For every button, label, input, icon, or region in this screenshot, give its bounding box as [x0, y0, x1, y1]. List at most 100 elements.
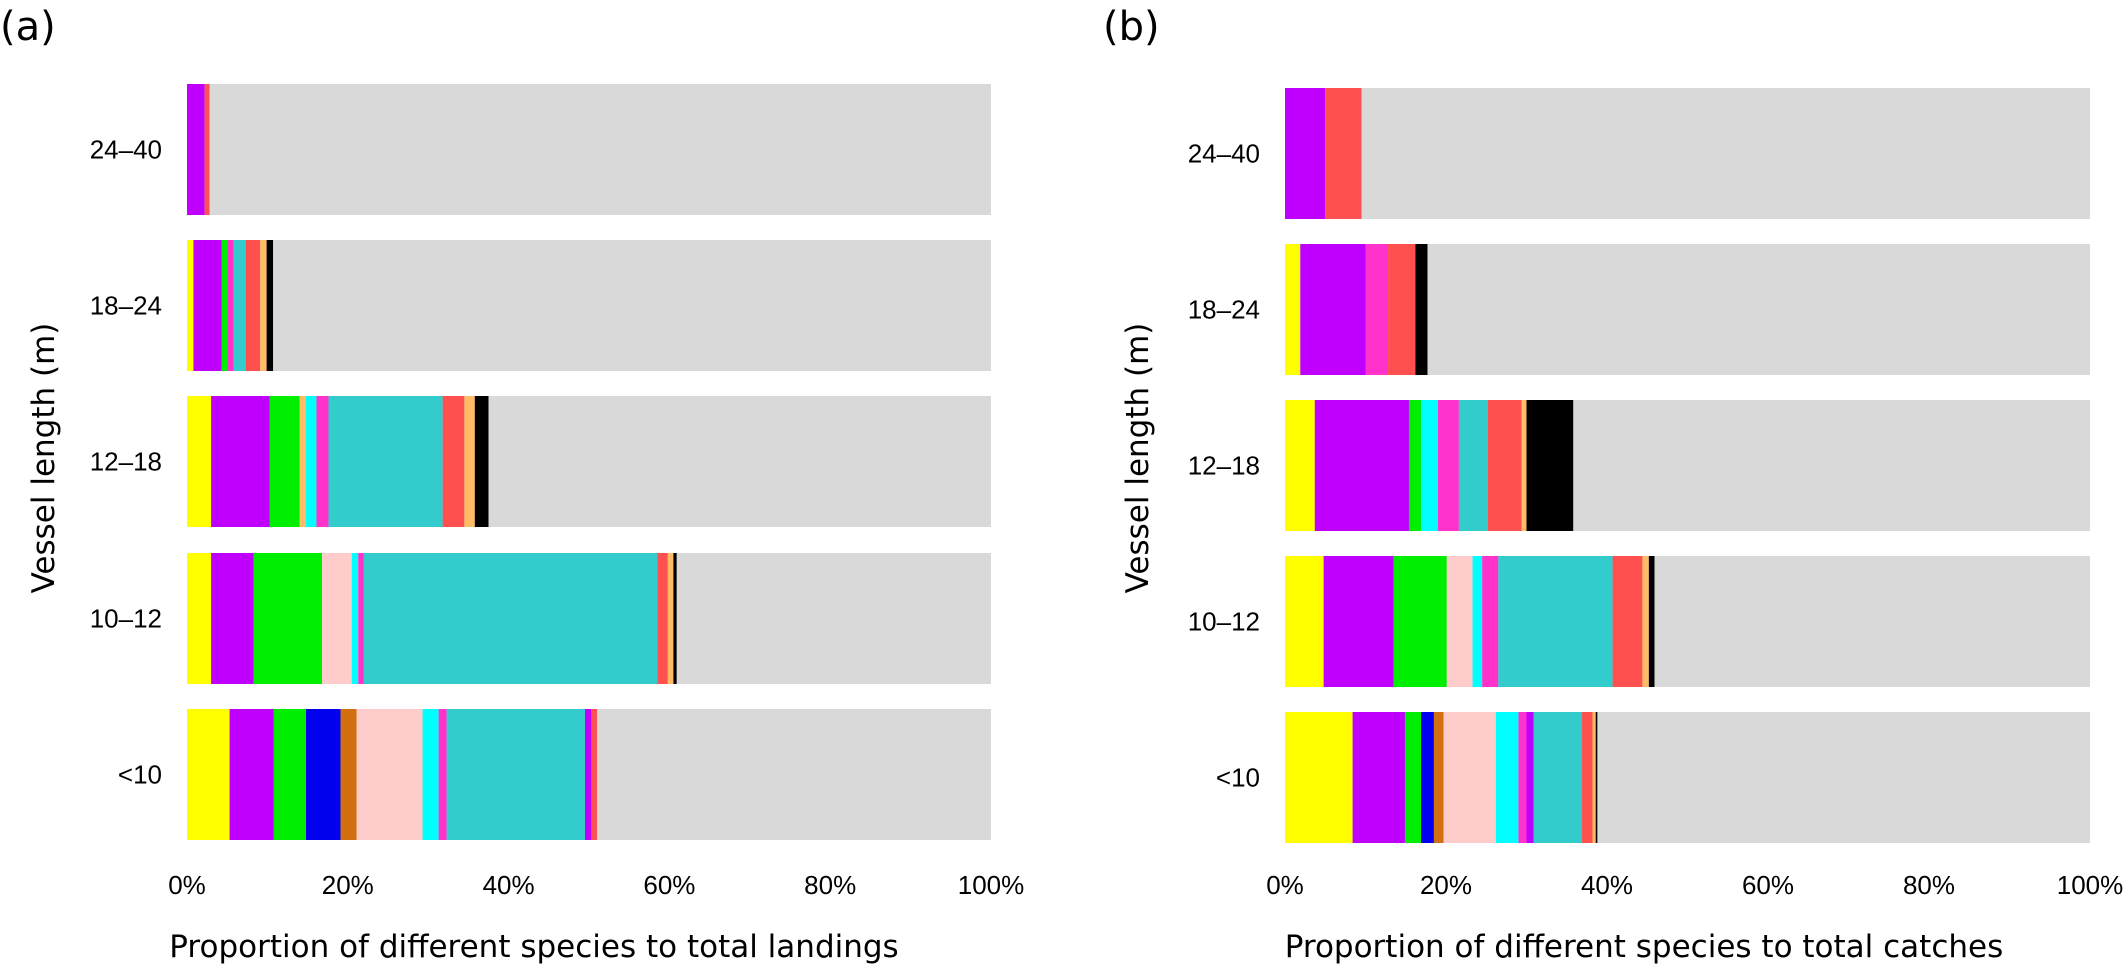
category-labels-a: 24–40 18–24 12–18 10–12 <10 — [90, 135, 162, 790]
panel-b: (b) Vessel length (m) 24–40 18–24 12–18 10–… — [1103, 4, 2123, 965]
bar-segment — [1595, 712, 1598, 843]
bar-segment — [245, 240, 261, 371]
category-label: <10 — [1216, 763, 1260, 793]
y-axis-title-a: Vessel length (m) — [26, 323, 62, 594]
category-label: 18–24 — [90, 291, 162, 321]
x-tick-label: 40% — [1581, 870, 1633, 900]
bar-segment — [363, 553, 658, 684]
bar-segment — [1526, 712, 1534, 843]
bar-segment — [1458, 400, 1488, 531]
bar-segment — [211, 396, 270, 527]
bar-segment — [1285, 400, 1315, 531]
x-tick-label: 80% — [1903, 870, 1955, 900]
bar-segment — [1443, 712, 1496, 843]
bar-segment — [1518, 712, 1527, 843]
bar-segment — [187, 709, 230, 840]
panel-letter-b: (b) — [1103, 4, 1160, 50]
bar-segment — [1495, 712, 1519, 843]
bar-segment — [187, 84, 205, 215]
bar-segment — [1521, 400, 1527, 531]
bar-segment — [340, 709, 357, 840]
bar-segment — [233, 240, 246, 371]
bar-segment — [305, 709, 341, 840]
bar-segment — [1393, 556, 1447, 687]
bar-segment — [193, 240, 222, 371]
bar-segment — [229, 709, 274, 840]
y-axis-title-b: Vessel length (m) — [1120, 323, 1156, 594]
bar-segment — [356, 709, 423, 840]
x-tick-label: 60% — [643, 870, 695, 900]
bar-segment — [474, 396, 489, 527]
x-tick-label: 80% — [804, 870, 856, 900]
bar-segment — [1437, 400, 1459, 531]
bar-background — [1285, 88, 2090, 219]
bar-segment — [1642, 556, 1649, 687]
bar-segment — [1285, 712, 1353, 843]
bar-segment — [1314, 400, 1409, 531]
bar-segment — [1285, 556, 1324, 687]
bar-segment — [1498, 556, 1613, 687]
bar-segment — [1415, 244, 1428, 375]
bar-segment — [316, 396, 329, 527]
x-tick-label: 20% — [1420, 870, 1472, 900]
category-labels-b: 24–40 18–24 12–18 10–12 <10 — [1188, 139, 1260, 793]
x-tick-label: 100% — [958, 870, 1025, 900]
bar-segment — [673, 553, 677, 684]
x-tick-labels-a: 0% 20% 40% 60% 80% 100% — [168, 870, 1024, 900]
bar-segment — [438, 709, 447, 840]
category-label: 18–24 — [1188, 295, 1260, 325]
category-label: <10 — [118, 760, 162, 790]
bar-segment — [1582, 712, 1593, 843]
bar-segment — [591, 709, 598, 840]
bar-segment — [1285, 244, 1301, 375]
bar-segment — [1300, 244, 1366, 375]
category-label: 12–18 — [1188, 451, 1260, 481]
bar-segment — [299, 396, 306, 527]
bar-segment — [187, 396, 212, 527]
category-label: 10–12 — [1188, 607, 1260, 637]
bar-segment — [1612, 556, 1643, 687]
bar-segment — [1323, 556, 1394, 687]
x-tick-label: 100% — [2057, 870, 2124, 900]
bar-segment — [351, 553, 359, 684]
bar-segment — [305, 396, 317, 527]
bar-segment — [1388, 244, 1416, 375]
category-label: 24–40 — [1188, 139, 1260, 169]
x-tick-labels-b: 0% 20% 40% 60% 80% 100% — [1266, 870, 2123, 900]
bar-segment — [1352, 712, 1405, 843]
bar-segment — [584, 709, 592, 840]
x-tick-label: 20% — [322, 870, 374, 900]
bar-segment — [273, 709, 306, 840]
bar-segment — [1648, 556, 1655, 687]
x-tick-label: 60% — [1742, 870, 1794, 900]
bars-a — [187, 84, 991, 840]
bar-segment — [667, 553, 674, 684]
panel-letter-a: (a) — [0, 4, 56, 50]
bar-segment — [211, 553, 254, 684]
bar-segment — [221, 240, 228, 371]
bar-segment — [328, 396, 443, 527]
bar-segment — [1592, 712, 1596, 843]
bar-segment — [269, 396, 300, 527]
bar-segment — [1446, 556, 1473, 687]
bar-segment — [1533, 712, 1583, 843]
bar-segment — [1472, 556, 1483, 687]
bar-background — [187, 84, 991, 215]
bar-segment — [260, 240, 267, 371]
bar-segment — [1421, 712, 1434, 843]
bar-segment — [422, 709, 439, 840]
bar-segment — [204, 84, 210, 215]
bars-b — [1285, 88, 2090, 843]
bar-segment — [1408, 400, 1422, 531]
category-label: 24–40 — [90, 135, 162, 165]
bar-segment — [187, 240, 194, 371]
x-axis-title-b: Proportion of different species to total… — [1285, 929, 2004, 965]
bar-segment — [1404, 712, 1422, 843]
panel-a: (a) Vessel length (m) 24–40 18–24 12–18 10–… — [0, 4, 1024, 965]
bar-segment — [358, 553, 364, 684]
bar-background — [187, 240, 991, 371]
bar-segment — [322, 553, 352, 684]
x-tick-label: 0% — [168, 870, 206, 900]
x-tick-label: 40% — [483, 870, 535, 900]
